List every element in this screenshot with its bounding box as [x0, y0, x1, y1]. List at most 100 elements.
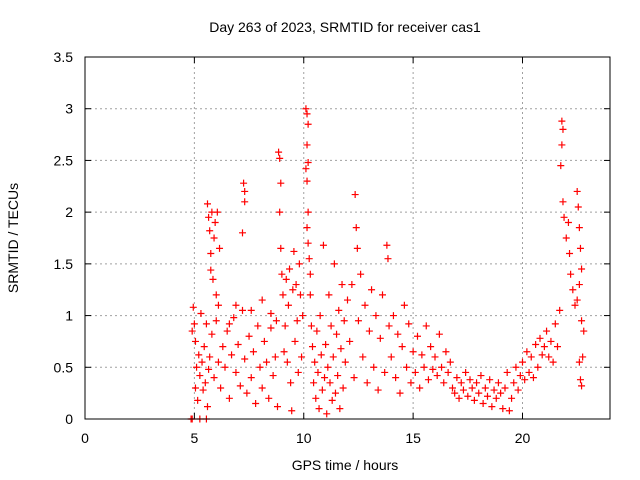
data-point [225, 320, 233, 328]
data-point [333, 330, 341, 338]
data-point [337, 345, 345, 353]
data-point [191, 337, 199, 345]
data-point [206, 353, 214, 361]
data-point [357, 270, 365, 278]
data-point [202, 320, 210, 328]
data-point [307, 322, 315, 330]
data-point [249, 348, 257, 356]
plot-frame [84, 56, 611, 420]
data-point [278, 270, 286, 278]
data-point [521, 376, 529, 384]
y-tick-label: 3.5 [54, 49, 74, 65]
data-point [276, 154, 284, 162]
data-point [564, 218, 572, 226]
data-point [350, 374, 358, 382]
data-point [324, 363, 332, 371]
data-point [275, 148, 283, 156]
data-point [569, 286, 577, 294]
data-point [477, 372, 485, 380]
data-point [438, 363, 446, 371]
data-point [256, 363, 264, 371]
data-point [303, 177, 311, 185]
data-point [200, 343, 208, 351]
data-point [407, 379, 415, 387]
axis-ticks: 0 0.5 1 1.5 2 2.5 3 3.5 0 5 10 15 20 [54, 49, 610, 446]
data-point [527, 353, 535, 361]
data-point [314, 368, 322, 376]
data-point [532, 341, 540, 349]
data-point [258, 296, 266, 304]
data-point [566, 250, 574, 258]
data-point [549, 358, 557, 366]
data-point [302, 105, 310, 113]
data-point [211, 218, 219, 226]
data-point [281, 322, 289, 330]
data-point [265, 394, 273, 402]
data-point [394, 330, 402, 338]
data-point [304, 208, 312, 216]
data-point [396, 389, 404, 397]
y-tick-label: 3 [65, 101, 73, 117]
data-point [464, 392, 472, 400]
data-point [338, 281, 346, 289]
data-point [580, 327, 588, 335]
data-point [573, 296, 581, 304]
data-point [551, 320, 559, 328]
data-point [207, 266, 215, 274]
data-point [429, 365, 437, 373]
data-points [187, 105, 588, 423]
data-point [304, 158, 312, 166]
data-point [232, 301, 240, 309]
data-point [219, 343, 227, 351]
data-point [481, 384, 489, 392]
data-point [258, 384, 266, 392]
data-point [359, 353, 367, 361]
data-point [213, 208, 221, 216]
data-point [291, 337, 299, 345]
data-point [466, 376, 474, 384]
data-point [540, 343, 548, 351]
data-point [387, 353, 395, 361]
data-point [403, 363, 411, 371]
data-point [505, 407, 513, 415]
data-point [411, 368, 419, 376]
data-point [191, 384, 199, 392]
data-point [512, 363, 520, 371]
data-point [310, 379, 318, 387]
data-point [263, 358, 271, 366]
data-point [199, 386, 207, 394]
y-tick-label: 1 [65, 308, 73, 324]
data-point [442, 348, 450, 356]
data-point [557, 162, 565, 170]
data-point [519, 358, 526, 366]
data-point [303, 224, 311, 232]
data-point [210, 374, 218, 382]
data-point [282, 275, 290, 283]
data-point [488, 403, 496, 411]
data-point [286, 265, 294, 273]
data-point [190, 320, 198, 328]
data-point [578, 265, 586, 273]
data-point [311, 358, 319, 366]
data-point [212, 291, 220, 299]
data-point [351, 191, 359, 199]
data-point [298, 353, 306, 361]
data-point [309, 343, 316, 351]
data-point [578, 317, 586, 325]
data-point [247, 306, 255, 314]
data-point [327, 322, 335, 330]
x-axis-label: GPS time / hours [292, 457, 399, 473]
x-tick-label: 0 [81, 430, 89, 446]
data-point [348, 281, 356, 289]
data-point [196, 372, 204, 380]
data-point [385, 322, 393, 330]
data-point [462, 368, 470, 376]
data-point [559, 125, 567, 133]
data-point [523, 348, 531, 356]
data-point [271, 353, 279, 361]
data-point [247, 374, 255, 382]
data-point [558, 141, 566, 149]
data-point [239, 229, 246, 237]
data-point [374, 386, 382, 394]
